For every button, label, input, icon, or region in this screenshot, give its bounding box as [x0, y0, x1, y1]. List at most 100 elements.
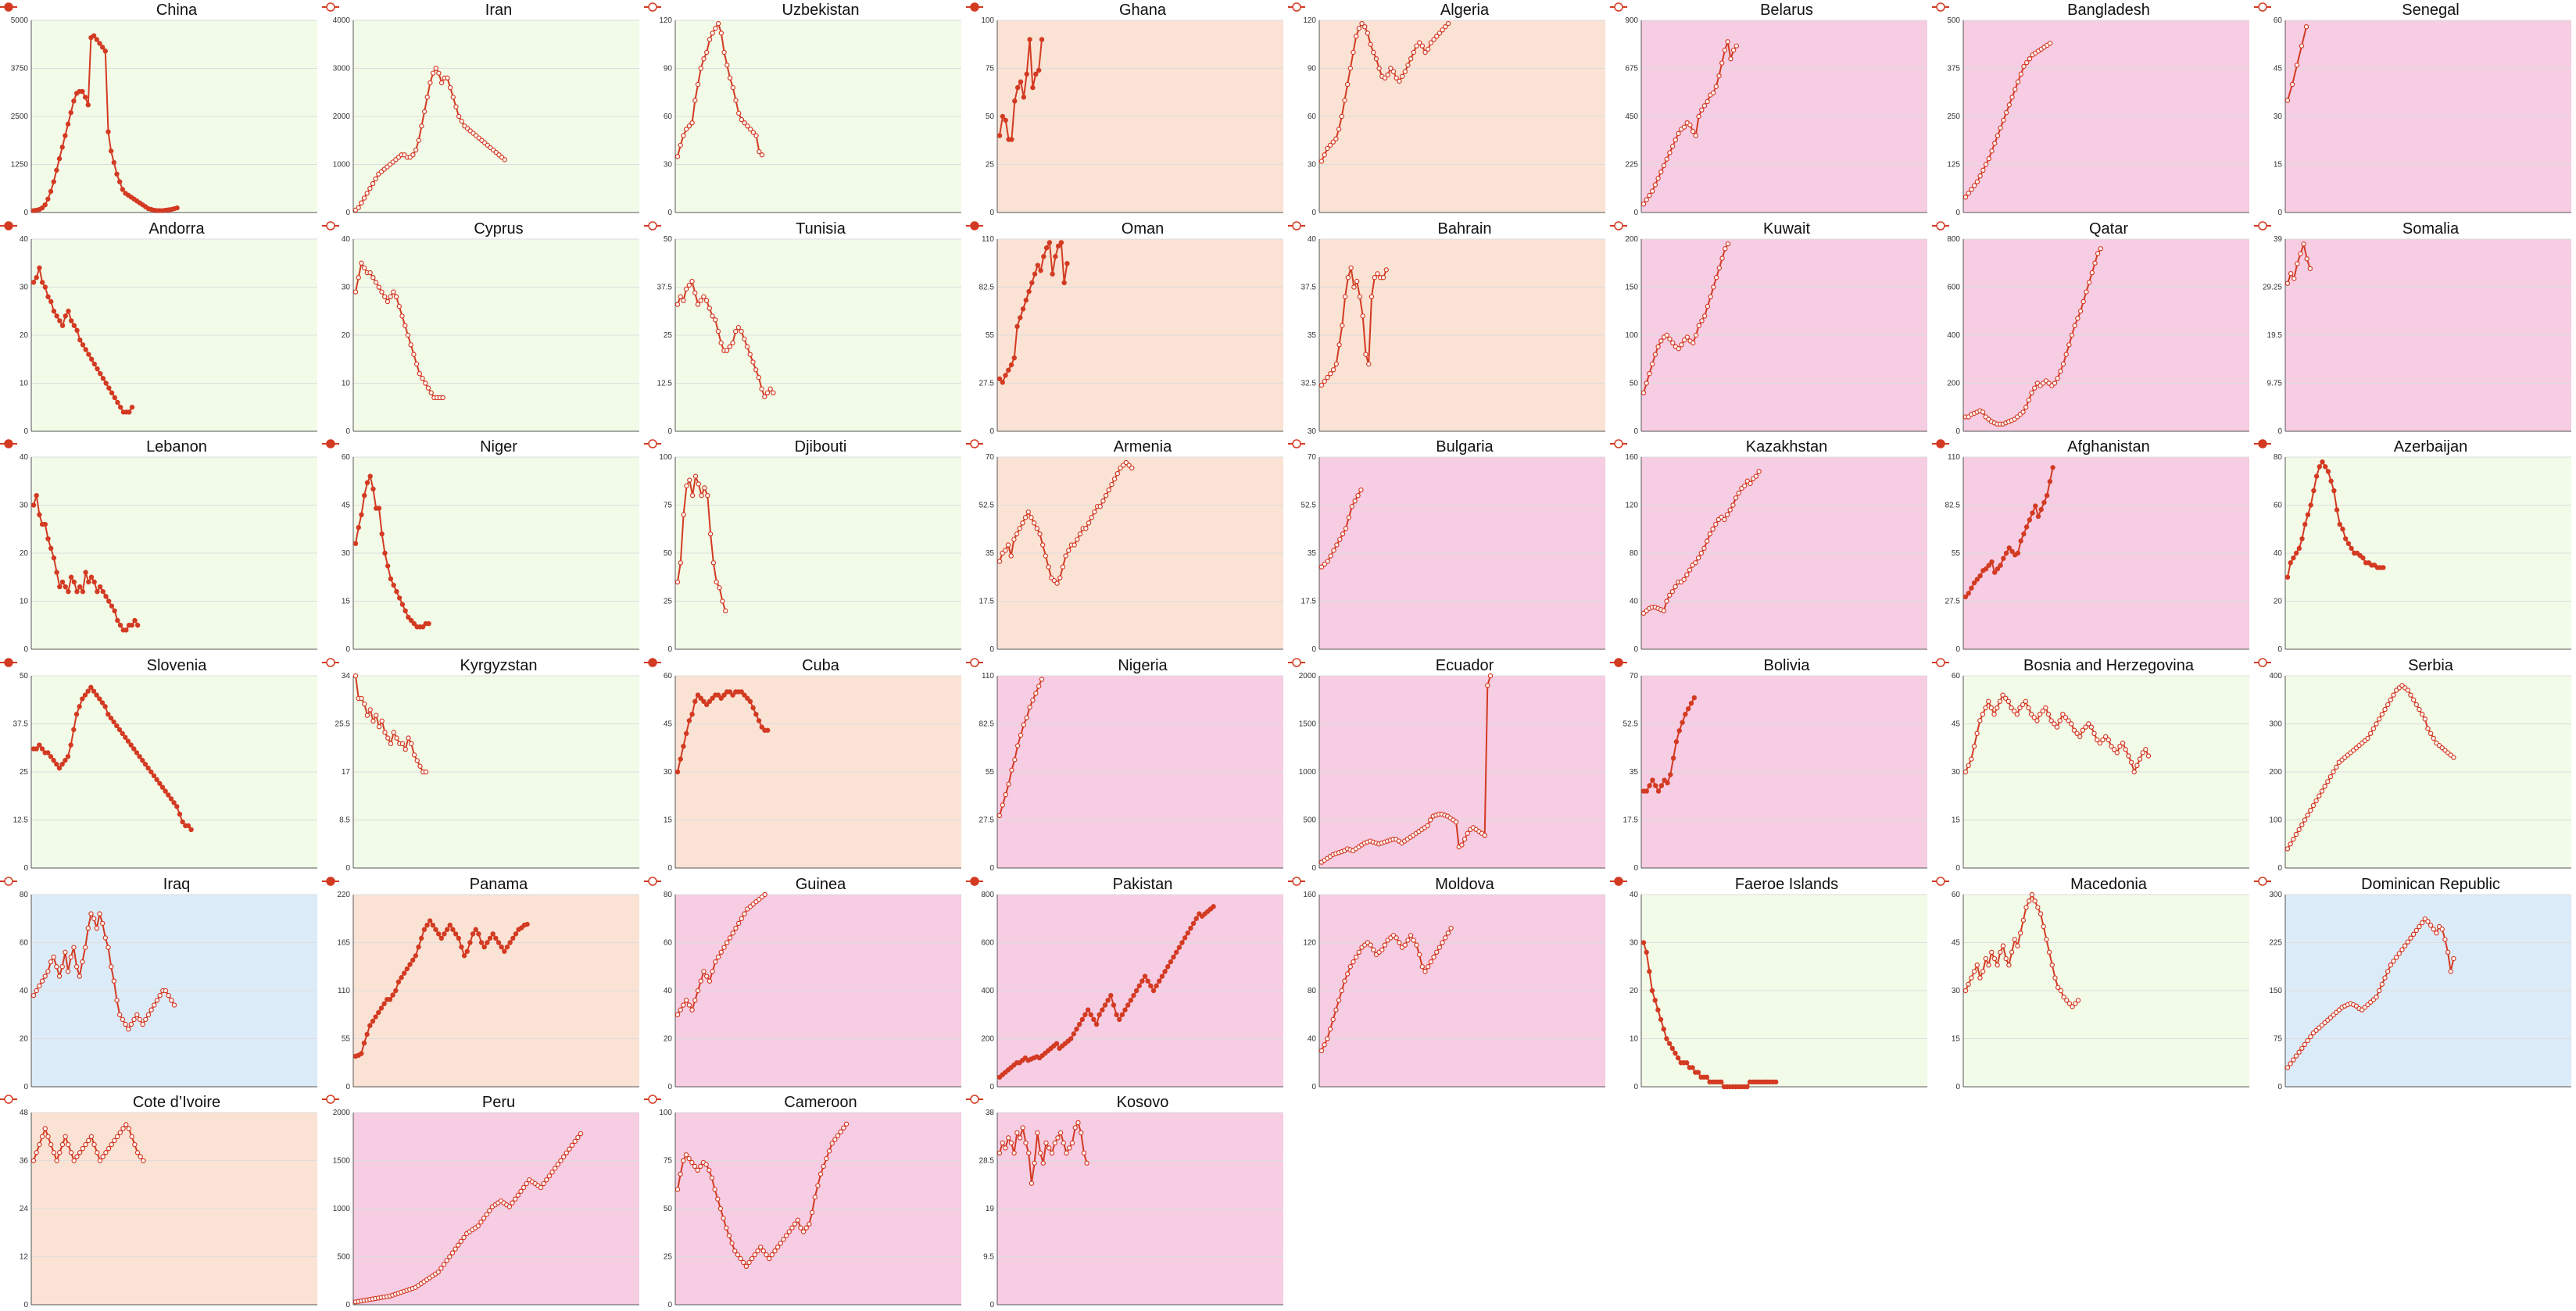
- y-tick-label: 100: [659, 1109, 672, 1117]
- data-point: [695, 302, 701, 307]
- data-point: [1725, 39, 1730, 45]
- data-point: [1114, 1012, 1119, 1017]
- data-point: [683, 997, 689, 1003]
- data-point: [2402, 943, 2408, 948]
- data-point: [2284, 846, 2291, 852]
- data-point: [129, 404, 135, 410]
- data-point: [154, 997, 160, 1003]
- data-point: [385, 563, 391, 569]
- chart-title-text: Ghana: [1118, 2, 1167, 19]
- data-point: [1397, 78, 1402, 84]
- data-point: [2385, 702, 2391, 708]
- chart-title: Nigeria: [966, 657, 1288, 675]
- y-tick-label: 0: [1955, 1083, 1960, 1091]
- data-point: [141, 1158, 146, 1164]
- data-point: [560, 1154, 567, 1160]
- data-point: [710, 968, 715, 974]
- data-point: [2419, 920, 2425, 925]
- data-point: [361, 195, 367, 201]
- data-point: [1655, 788, 1662, 794]
- data-point: [1357, 294, 1363, 299]
- data-point: [729, 1241, 735, 1246]
- legend-marker-icon: [0, 1095, 17, 1105]
- chart-title: Algeria: [1288, 2, 1610, 20]
- data-point: [1459, 842, 1465, 848]
- data-point: [34, 746, 39, 752]
- data-point: [1159, 973, 1165, 979]
- data-point: [442, 931, 447, 937]
- data-point: [68, 109, 73, 116]
- data-point: [510, 935, 516, 941]
- data-point: [356, 274, 361, 280]
- data-point: [1043, 553, 1049, 559]
- y-tick-label: 90: [664, 65, 673, 73]
- chart-title: Bosnia and Herzegovina: [1932, 657, 2254, 675]
- data-point: [1043, 245, 1050, 251]
- data-point: [521, 1185, 527, 1191]
- data-point: [747, 698, 753, 705]
- data-point: [39, 205, 45, 211]
- data-point: [2032, 385, 2038, 391]
- chart-panel-bolivia: Bolivia 0 17.5 35 52.5 70: [1610, 656, 1932, 874]
- chart-title: Niger: [322, 438, 644, 456]
- data-point: [2009, 705, 2014, 711]
- data-point: [1722, 48, 1728, 53]
- data-point: [742, 120, 747, 126]
- data-point: [1655, 1007, 1661, 1013]
- data-point: [478, 1220, 484, 1225]
- y-tick-label: 0: [345, 864, 350, 873]
- chart-title-text: Iran: [485, 2, 513, 19]
- y-tick-label: 375: [1947, 65, 1960, 73]
- data-point: [1669, 589, 1676, 595]
- data-point: [715, 1196, 721, 1202]
- data-point: [1991, 570, 1998, 576]
- data-point: [2102, 734, 2109, 740]
- data-point: [572, 1139, 578, 1145]
- data-point: [1688, 700, 1694, 706]
- data-point: [742, 911, 747, 916]
- data-point: [1647, 783, 1652, 788]
- data-point: [1670, 340, 1676, 345]
- data-point: [552, 1166, 558, 1171]
- data-point: [2299, 822, 2305, 827]
- data-point: [564, 1150, 569, 1156]
- data-point: [1325, 145, 1330, 152]
- data-point: [502, 948, 507, 954]
- data-point: [2296, 1049, 2302, 1055]
- data-point: [712, 1187, 717, 1192]
- y-tick-label: 500: [1303, 816, 1316, 825]
- data-point: [473, 927, 478, 932]
- y-tick-label: 60: [2274, 16, 2283, 25]
- data-point: [2035, 904, 2041, 910]
- data-point: [2140, 750, 2145, 756]
- data-point: [378, 1005, 385, 1011]
- data-point: [2381, 565, 2386, 570]
- data-point: [2327, 773, 2334, 780]
- data-point: [838, 1129, 843, 1135]
- legend-marker-icon: [1288, 658, 1305, 667]
- y-tick-label: 45: [342, 502, 351, 510]
- data-point: [2100, 737, 2106, 743]
- y-tick-label: 120: [1303, 938, 1316, 947]
- data-point: [453, 104, 459, 109]
- data-point: [364, 713, 370, 718]
- legend-marker-icon: [1288, 2, 1305, 12]
- data-point: [65, 968, 71, 974]
- data-point: [1727, 507, 1733, 513]
- data-point: [717, 585, 722, 591]
- data-point: [461, 952, 467, 959]
- y-tick-label: 0: [667, 1083, 672, 1091]
- data-point: [394, 735, 399, 741]
- data-point: [391, 583, 396, 588]
- y-tick-label: 20: [2274, 598, 2283, 606]
- data-point: [1072, 1125, 1078, 1131]
- legend-marker-icon: [966, 1095, 983, 1105]
- data-point: [1408, 55, 1414, 62]
- data-point: [114, 997, 120, 1003]
- chart-panel-iran: Iran 0 1000 2000 3000 4000: [322, 0, 644, 219]
- data-point: [1693, 133, 1699, 138]
- y-tick-label: 500: [1947, 16, 1960, 25]
